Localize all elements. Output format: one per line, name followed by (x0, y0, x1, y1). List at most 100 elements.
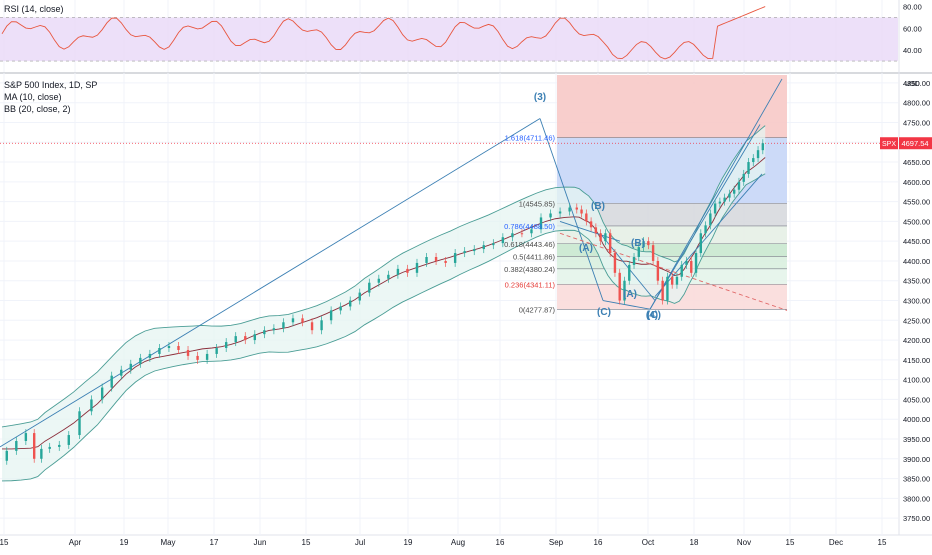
x-tick-label: Apr (69, 538, 82, 547)
candle-body (272, 328, 276, 331)
y-tick-label: 4550.00 (903, 198, 930, 207)
candle-body (647, 241, 650, 246)
candle-body (282, 322, 285, 329)
candle-body (129, 363, 132, 370)
axes: 15 Apr 19 May 17 Jun 15 Jul 19 Aug 16 Sep 16 Oct 18 Nov… (0, 3, 932, 547)
candle-body (253, 334, 257, 341)
moving-average (2, 157, 766, 450)
candle-body (463, 251, 466, 254)
candle-body (713, 203, 717, 214)
candle-body (589, 221, 593, 228)
x-tick-label: Sep (549, 538, 564, 547)
candle-body (58, 444, 61, 447)
y-tick-label: 4250.00 (903, 316, 930, 325)
y-tick-label: 3750.00 (903, 514, 930, 523)
y-tick-label: 3900.00 (903, 455, 930, 464)
candle-body (310, 322, 314, 331)
candle-body (675, 276, 679, 285)
candle-body (473, 249, 476, 252)
candle-body (139, 357, 142, 364)
candle-body (224, 342, 228, 348)
candle-body (670, 276, 674, 285)
y-tick-label: 4100.00 (903, 376, 930, 385)
y-tick-label: 3800.00 (903, 494, 930, 503)
candle-body (205, 353, 209, 360)
candle-body (196, 355, 199, 360)
x-tick-label: Nov (737, 538, 751, 547)
x-tick-label: Dec (829, 538, 843, 547)
candle-body (661, 280, 664, 301)
price-tag-symbol-bg (880, 137, 898, 150)
candle-body (604, 233, 607, 242)
fib-label: 0.618(4443.46) (504, 240, 555, 249)
bb-legend: BB (20, close, 2) (4, 104, 71, 114)
candle-body (434, 257, 438, 261)
candle-body (320, 320, 323, 331)
bb-upper (1, 125, 766, 428)
candle-body (215, 348, 218, 354)
y-tick-label: 3950.00 (903, 435, 930, 444)
fib-label: 0.236(4341.11) (505, 280, 556, 289)
candle-body (24, 433, 28, 441)
candle-body (530, 229, 533, 234)
candle-body (637, 247, 640, 257)
wave-label: (C) (597, 307, 611, 318)
candle-body (651, 245, 655, 261)
candle-body (263, 330, 266, 335)
candle-body (752, 158, 755, 163)
candle-body (32, 433, 36, 459)
candle-body (387, 274, 390, 279)
candle-body (329, 310, 333, 321)
fib-label: 0.786(4488.50) (504, 222, 555, 231)
main-legend: S&P 500 Index, 1D, SP (4, 80, 98, 90)
candle-body (694, 253, 698, 273)
candle-body (120, 369, 123, 376)
y-tick-label: 4650.00 (903, 158, 930, 167)
x-tick-label: 15 (0, 538, 9, 547)
x-tick-label: Jul (355, 538, 365, 547)
candle-body (656, 260, 660, 281)
candle-body (177, 346, 180, 350)
y-tick-label: 4750.00 (903, 118, 930, 127)
candle-body (425, 257, 428, 263)
rsi-tick-label: 80.00 (903, 3, 922, 12)
candle-body (680, 264, 683, 277)
wave-line (539, 118, 604, 301)
x-tick-label: 15 (302, 538, 311, 547)
candle-body (67, 435, 70, 445)
price-tag-value-bg (899, 137, 932, 150)
candle-body (594, 227, 598, 234)
y-tick-label: 4000.00 (903, 415, 930, 424)
candle-body (349, 300, 352, 307)
price-tag-value: 4697.54 (901, 139, 928, 148)
candle-body (575, 207, 578, 210)
candle-body (628, 264, 631, 281)
price-tag-symbol: SPX (882, 141, 896, 148)
candle-body (501, 237, 505, 244)
candle-body (728, 193, 731, 198)
candle-body (539, 217, 543, 230)
fib-and-wave-labels: 1.618(4711.46) 1(4545.85) 0.786(4488.50) 0.… (504, 92, 661, 321)
candle-body (15, 440, 18, 451)
candle-body (520, 233, 524, 235)
candle-body (234, 336, 237, 343)
y-tick-label: 4050.00 (903, 395, 930, 404)
y-tick-label: 4800.00 (903, 99, 930, 108)
y-tick-label: 4400.00 (903, 257, 930, 266)
x-tick-label: 17 (210, 538, 219, 547)
candle-body (558, 211, 562, 214)
x-tick-label: Jun (254, 538, 267, 547)
y-tick-label: 4850.00 (903, 79, 930, 88)
candle-body (167, 346, 171, 348)
candle-body (110, 375, 113, 388)
wave-label: (3) (534, 92, 546, 103)
stop-zone (557, 75, 787, 138)
wave-label: (A) (579, 243, 593, 254)
x-tick-label: 16 (496, 538, 505, 547)
bb-fill (2, 125, 766, 481)
x-tick-label: Oct (642, 538, 655, 547)
fib-label: 1(4545.85) (519, 199, 556, 208)
y-tick-label: 4450.00 (903, 237, 930, 246)
